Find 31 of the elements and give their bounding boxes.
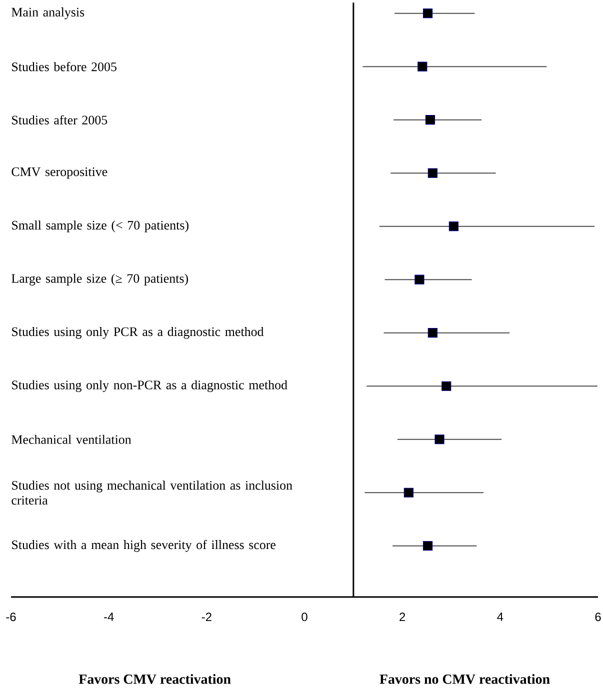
y-tick-label: Studies after 2005 [12, 115, 108, 124]
x-tick-label: 6 [595, 612, 601, 622]
y-tick-label: Main analysis [12, 7, 84, 20]
x-tick-label: -2 [202, 612, 212, 621]
point [404, 488, 414, 498]
point [418, 62, 428, 72]
y-tick-label: Studies before 2005 [12, 62, 116, 72]
y-tick-label: CMV seropositive [12, 167, 108, 179]
y-tick-label: Small sample size (< 70 patients) [12, 220, 188, 232]
x-tick-label: 2 [400, 612, 406, 621]
point [428, 328, 438, 338]
point [448, 222, 458, 232]
text: Favors CMV reactivation [78, 674, 231, 684]
x-tick-label: -6 [6, 612, 16, 622]
point [428, 168, 438, 178]
point [425, 115, 436, 125]
point [422, 541, 433, 551]
y-tick-label: Large sample size (≥ 70 patients) [12, 274, 188, 286]
y-tick-label: Studies not using mechanical ventilation as inclusion criteria [12, 480, 292, 505]
text: Favors no CMV reactivation [380, 674, 550, 684]
point [414, 274, 424, 284]
point [422, 8, 433, 18]
x-tick-label: 0 [302, 612, 308, 622]
y-tick-label: Studies with a mean high severity of illness score [12, 540, 276, 552]
y-tick-label: Studies using only non-PCR as a diagnostic method [12, 380, 288, 392]
point [434, 434, 444, 444]
y-tick-label: Studies using only PCR as a diagnostic method [12, 326, 264, 339]
x-tick-label: 4 [497, 612, 504, 621]
x-tick-label: -4 [104, 612, 114, 621]
y-tick-label: Mechanical ventilation [12, 434, 132, 444]
point [442, 381, 452, 391]
